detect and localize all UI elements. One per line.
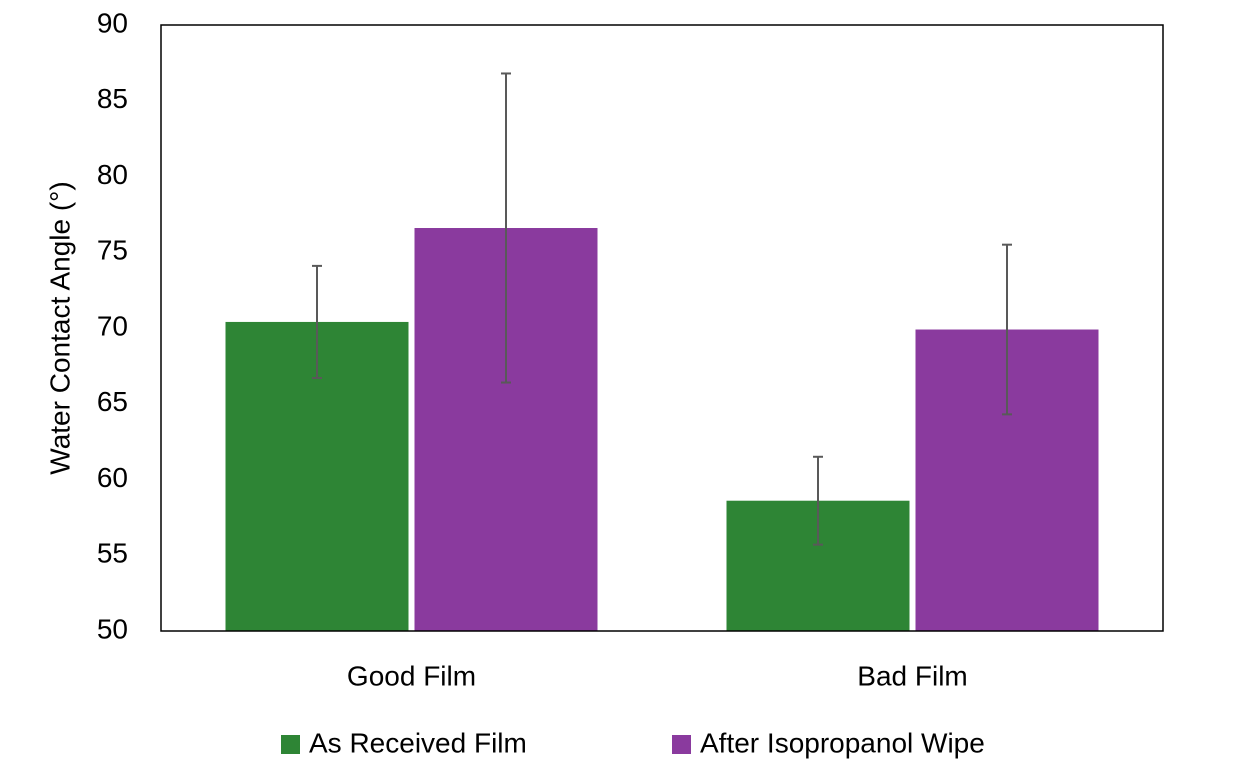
y-tick-label: 70 xyxy=(97,310,128,341)
y-tick-label: 55 xyxy=(97,538,128,569)
y-tick-label: 90 xyxy=(97,7,128,38)
y-tick-label: 60 xyxy=(97,462,128,493)
error-bar xyxy=(501,72,511,384)
plot-frame xyxy=(160,24,1164,632)
y-tick-label: 50 xyxy=(97,613,128,644)
x-tick-label: Good Film xyxy=(347,660,476,691)
legend-swatch xyxy=(281,735,300,754)
error-bar xyxy=(312,264,322,379)
error-bar xyxy=(1002,243,1012,416)
y-tick-label: 80 xyxy=(97,159,128,190)
y-tick-label: 65 xyxy=(97,386,128,417)
y-tick-label: 75 xyxy=(97,235,128,266)
y-axis-label: Water Contact Angle (°) xyxy=(44,181,75,474)
error-bar xyxy=(813,455,823,546)
y-tick-label: 85 xyxy=(97,83,128,114)
legend-label: As Received Film xyxy=(309,727,527,758)
x-tick-label: Bad Film xyxy=(857,660,967,691)
legend-swatch xyxy=(672,735,691,754)
legend-label: After Isopropanol Wipe xyxy=(700,727,985,758)
